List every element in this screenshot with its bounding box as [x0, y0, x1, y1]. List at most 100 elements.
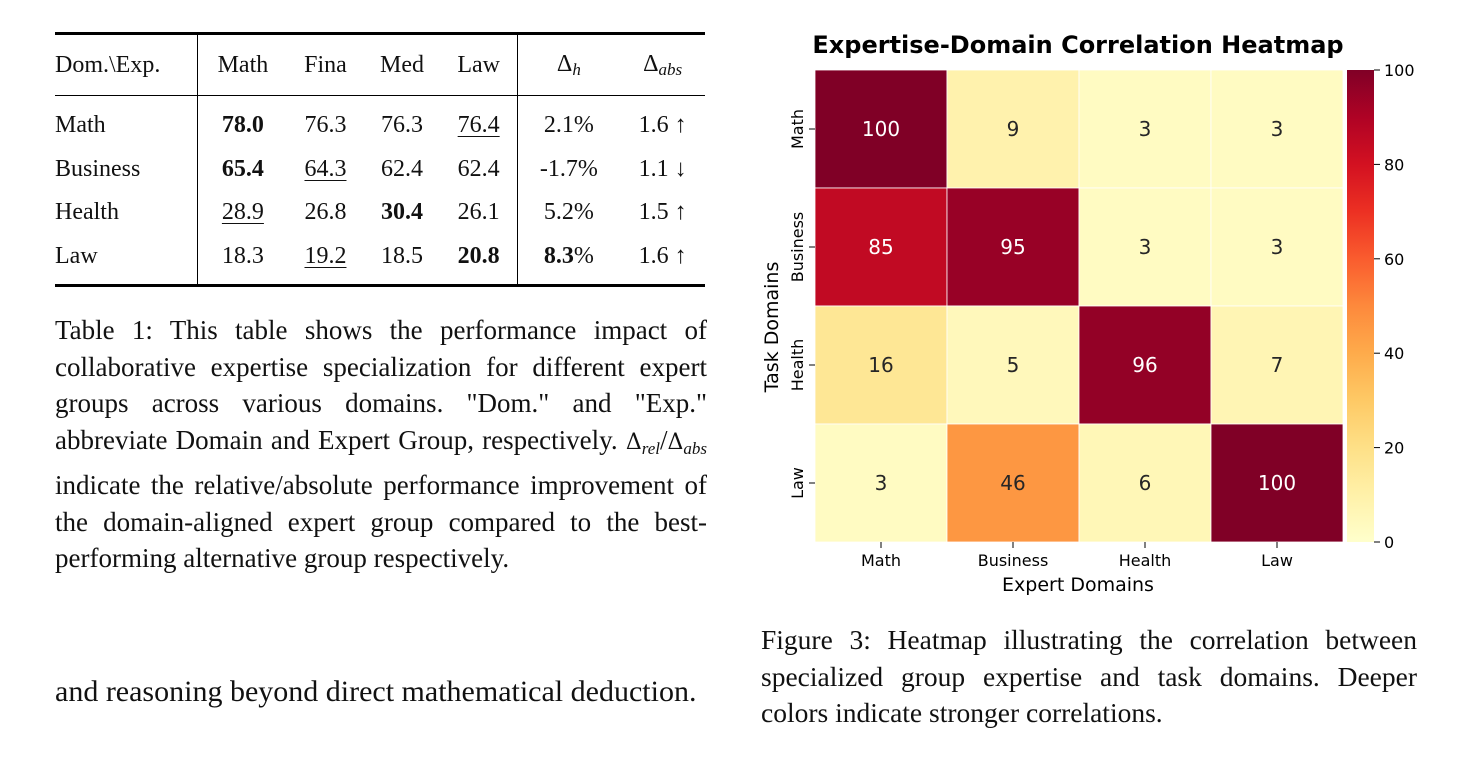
- cell-math: 18.3: [221, 242, 264, 269]
- row-domain: Health: [55, 191, 198, 235]
- cell-math: 78.0: [221, 112, 264, 139]
- row-domain: Law: [55, 234, 198, 286]
- header-med: Med: [379, 51, 424, 78]
- cell-law: 76.4: [440, 95, 518, 148]
- cell-delta-abs: 1.1 ↓: [638, 155, 687, 182]
- cell-delta-h: 8.3%: [543, 242, 594, 269]
- body-paragraph: and reasoning beyond direct mathematical…: [55, 675, 697, 708]
- table-row: Business 65.4 64.3 62.4 62.4 -1.7% 1.1 ↓: [55, 147, 705, 192]
- heatmap-cell-value: 95: [1000, 235, 1025, 259]
- heatmap-cell: [946, 305, 1080, 425]
- header-math: Math: [217, 51, 269, 78]
- heatmap-cell-value: 3: [1271, 117, 1284, 141]
- cell-delta-h: 2.1%: [543, 112, 594, 139]
- delta-abs-subscript: abs: [683, 438, 707, 458]
- colorbar-tick-label: 100: [1384, 61, 1415, 80]
- y-axis-label: Task Domains: [761, 262, 783, 394]
- cell-fina: 76.3: [304, 112, 347, 139]
- heatmap-cell-value: 16: [868, 353, 893, 377]
- table-row: Health 28.9 26.8 30.4 26.1 5.2% 1.5 ↑: [55, 191, 705, 235]
- delta-abs-symbol: Δ: [667, 429, 684, 455]
- header-law: Law: [440, 33, 518, 96]
- heatmap-cell-value: 6: [1139, 471, 1152, 495]
- heatmap-cell-value: 100: [1258, 471, 1296, 495]
- colorbar-ticks: 0 20 40 60 80 100: [1374, 61, 1415, 552]
- colorbar-tick-label: 40: [1384, 344, 1404, 363]
- delta-abs-symbol: Δ: [643, 50, 659, 77]
- y-tick-label: Business: [788, 212, 807, 283]
- cell-delta-h: -1.7%: [539, 155, 598, 182]
- cell-fina-value: 19.2: [304, 242, 347, 269]
- cell-med: 76.3: [380, 112, 423, 139]
- caption-slash: /: [659, 424, 668, 455]
- x-tick-label: Business: [978, 551, 1049, 570]
- heatmap-cell: [814, 69, 948, 189]
- table-caption-text-b: indicate the relative/absolute performan…: [55, 470, 707, 573]
- cell-law: 20.8: [440, 234, 518, 286]
- cell-delta-abs: 1.6 ↑: [638, 242, 687, 269]
- cell-med: 18.5: [380, 242, 423, 269]
- cell-math-value: 28.9: [221, 199, 264, 226]
- heatmap-cells: 100 9 3 3 85 95 3 3 16 5 96 7 3 46 6 100: [814, 69, 1344, 543]
- x-tick-label: Law: [1261, 551, 1293, 570]
- header-delta-h: Δh: [517, 34, 620, 96]
- cell-fina: 19.2: [288, 235, 363, 286]
- heatmap-title: Expertise-Domain Correlation Heatmap: [812, 31, 1343, 59]
- delta-h-bold-part: 8.3: [543, 242, 574, 269]
- cell-math: 65.4: [221, 155, 264, 182]
- x-axis-ticks: Math Business Health Law: [861, 542, 1293, 570]
- heatmap-cell-value: 85: [868, 235, 893, 259]
- heatmap-cell-value: 3: [1271, 235, 1284, 259]
- cell-fina: 26.8: [304, 199, 347, 226]
- heatmap-cell: [1210, 423, 1344, 543]
- table-row: Math 78.0 76.3 76.3 76.4 2.1% 1.6 ↑: [55, 95, 705, 148]
- heatmap-cell-value: 9: [1007, 117, 1020, 141]
- heatmap-cell: [1210, 305, 1344, 425]
- heatmap-cell-value: 100: [862, 117, 900, 141]
- x-tick-label: Math: [861, 551, 901, 570]
- x-axis-label: Expert Domains: [1002, 574, 1154, 596]
- y-tick-label: Health: [788, 339, 807, 392]
- delta-rel-subscript: rel: [641, 438, 660, 458]
- row-domain: Math: [55, 95, 198, 148]
- colorbar-tick-label: 80: [1384, 155, 1404, 174]
- heatmap-cell: [814, 423, 948, 543]
- colorbar-tick-label: 60: [1384, 250, 1404, 269]
- y-tick-label: Math: [788, 109, 807, 149]
- cell-law: 62.4: [440, 147, 518, 191]
- row-domain: Business: [55, 147, 198, 191]
- heatmap-cell: [1078, 305, 1212, 425]
- cell-delta-abs: 1.6 ↑: [638, 112, 687, 139]
- colorbar-tick-label: 0: [1384, 533, 1394, 552]
- table-caption: Table 1: This table shows the performanc…: [55, 312, 707, 577]
- cell-law: 26.1: [440, 191, 518, 235]
- cell-fina: 64.3: [288, 148, 363, 192]
- heatmap-figure: Expertise-Domain Correlation Heatmap 100…: [761, 31, 1415, 596]
- cell-med: 62.4: [380, 155, 423, 182]
- table-caption-text-a: Table 1: This table shows the performanc…: [55, 315, 707, 455]
- cell-law-value: 76.4: [457, 112, 500, 139]
- figure-caption: Figure 3: Heatmap illustrating the corre…: [761, 624, 1417, 728]
- heatmap-cell-value: 5: [1007, 353, 1020, 377]
- heatmap-cell-value: 3: [1139, 235, 1152, 259]
- colorbar: [1347, 70, 1374, 542]
- colorbar-tick-label: 20: [1384, 439, 1404, 458]
- heatmap-cell-value: 3: [1139, 117, 1152, 141]
- table-row: Law 18.3 19.2 18.5 20.8 8.3% 1.6 ↑: [55, 234, 705, 286]
- cell-fina-value: 64.3: [304, 155, 347, 182]
- heatmap-cell-value: 3: [875, 471, 888, 495]
- y-tick-label: Law: [788, 467, 807, 499]
- delta-abs-subscript: abs: [658, 59, 683, 79]
- results-table: Dom.\Exp. Math Fina Med Law Δh Δabs Math…: [55, 32, 705, 287]
- table-header-row: Dom.\Exp. Math Fina Med Law Δh Δabs: [55, 33, 705, 96]
- y-axis-ticks: Math Business Health Law: [788, 109, 815, 499]
- delta-h-symbol: Δ: [556, 50, 573, 77]
- heatmap-cell: [814, 305, 948, 425]
- heatmap-cell-value: 96: [1132, 353, 1157, 377]
- cell-delta-h: 5.2%: [543, 199, 594, 226]
- cell-delta-abs: 1.5 ↑: [638, 199, 687, 226]
- cell-med: 30.4: [380, 199, 423, 226]
- cell-math: 28.9: [198, 191, 288, 235]
- header-dom-exp: Dom.\Exp.: [55, 33, 198, 96]
- header-fina: Fina: [304, 51, 347, 78]
